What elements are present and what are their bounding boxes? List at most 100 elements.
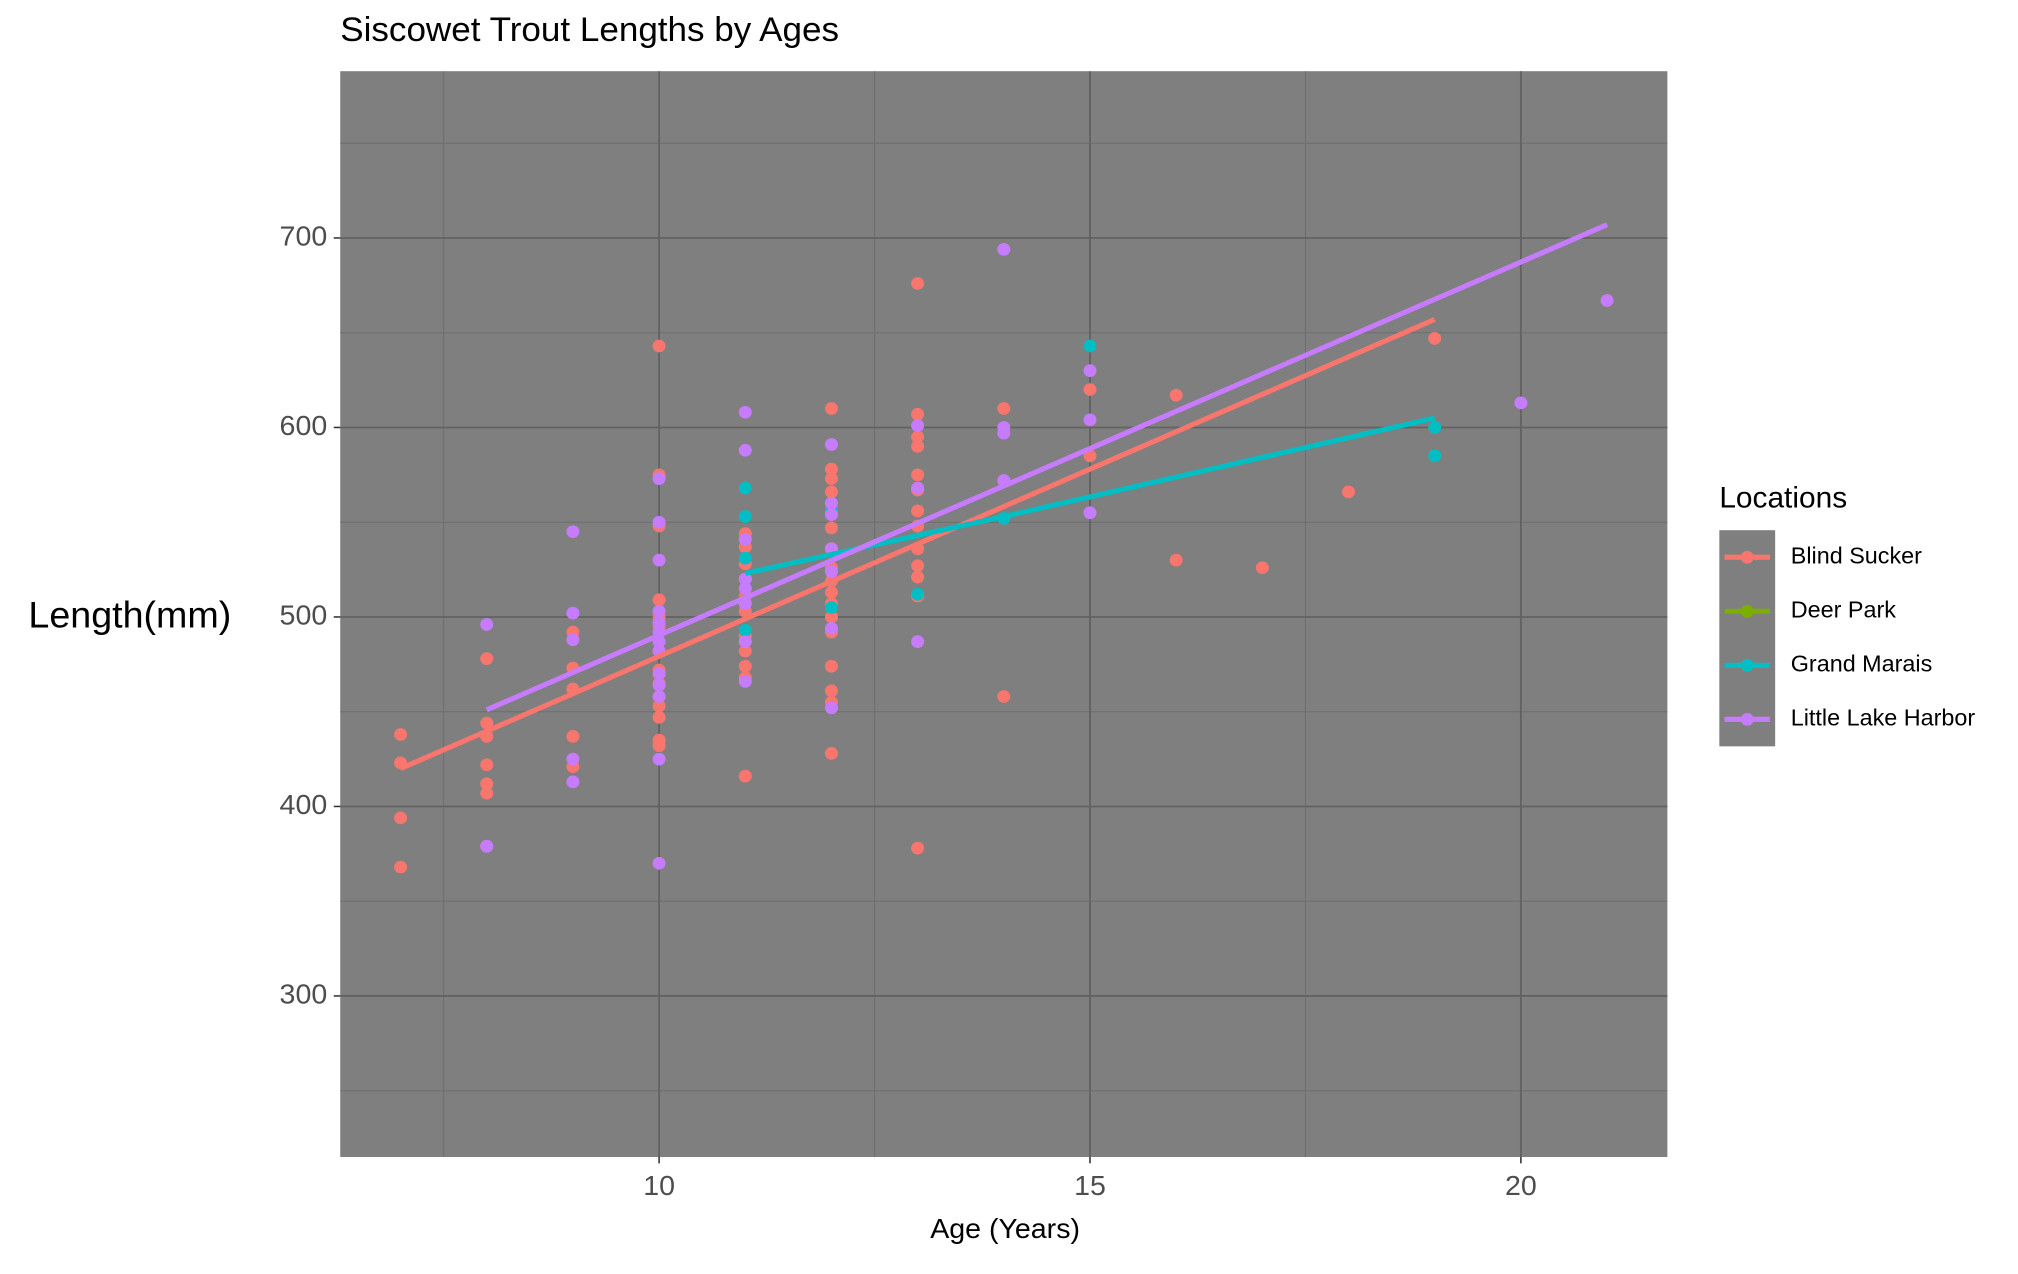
data-point (824, 659, 838, 673)
data-point (738, 532, 752, 546)
data-point (911, 841, 925, 855)
data-point (824, 585, 838, 599)
data-point (824, 610, 838, 624)
y-tick-label: 500 (280, 599, 328, 631)
data-point (824, 701, 838, 715)
data-point (1342, 485, 1356, 499)
data-point (824, 496, 838, 510)
data-point (1083, 413, 1097, 427)
data-point (652, 593, 666, 607)
data-point (480, 786, 494, 800)
x-tick-label: 10 (643, 1169, 675, 1201)
data-point (394, 811, 408, 825)
data-point (911, 635, 925, 648)
data-point (911, 570, 925, 584)
data-point (824, 508, 838, 521)
data-point (1428, 421, 1442, 434)
data-point (652, 752, 666, 766)
data-point (911, 277, 925, 290)
data-point (738, 675, 752, 688)
legend-marker (1740, 712, 1754, 726)
data-point (566, 729, 580, 743)
legend-marker (1740, 604, 1754, 618)
fit-line (744, 415, 1436, 576)
data-point (652, 339, 666, 353)
data-point (652, 856, 666, 870)
data-point (738, 623, 752, 637)
data-point (1083, 339, 1097, 353)
data-point (738, 510, 752, 523)
y-tick-label: 300 (280, 978, 328, 1010)
plot-background (340, 71, 1668, 1158)
data-point (911, 430, 925, 444)
data-point (480, 652, 494, 666)
data-point (480, 758, 494, 772)
data-point (738, 635, 752, 648)
data-point (652, 678, 666, 692)
y-tick-label: 600 (280, 409, 328, 441)
data-point (911, 440, 925, 453)
data-point (911, 504, 925, 518)
x-tick-label: 15 (1074, 1169, 1106, 1201)
data-point (824, 684, 838, 698)
data-point (652, 553, 666, 567)
data-point (824, 485, 838, 499)
data-point (1169, 553, 1183, 567)
data-point (1514, 396, 1528, 410)
fit-line (399, 317, 1436, 771)
data-point (652, 616, 666, 629)
legend-marker (1740, 550, 1754, 564)
data-point (1083, 364, 1097, 377)
data-point (1169, 388, 1183, 402)
legend-label: Blind Sucker (1791, 542, 1922, 568)
data-point (1255, 561, 1269, 575)
data-point (824, 621, 838, 635)
data-point (997, 426, 1011, 440)
data-point (394, 728, 408, 741)
data-point (824, 438, 838, 451)
data-point (738, 443, 752, 457)
data-point (480, 839, 494, 853)
data-point (738, 769, 752, 783)
data-point (480, 618, 494, 631)
data-point (652, 472, 666, 485)
data-point (824, 462, 838, 476)
data-point (738, 551, 752, 565)
data-point (1600, 294, 1614, 307)
data-point (738, 481, 752, 495)
legend-key-background (1719, 530, 1776, 747)
data-point (652, 667, 666, 681)
data-point (1083, 383, 1097, 396)
data-point (738, 405, 752, 419)
legend-label: Grand Marais (1791, 651, 1933, 677)
data-point (911, 587, 925, 601)
data-point (1083, 506, 1097, 520)
data-point (566, 752, 580, 766)
data-point (824, 521, 838, 535)
data-point (1428, 332, 1442, 345)
data-point (911, 407, 925, 421)
data-point (911, 419, 925, 432)
data-point (911, 559, 925, 573)
legend-title: Locations (1719, 482, 1847, 515)
data-point (652, 739, 666, 753)
data-point (997, 402, 1011, 415)
data-point (911, 468, 925, 482)
data-point (652, 515, 666, 529)
data-point (738, 582, 752, 595)
data-point (824, 402, 838, 415)
data-point (652, 711, 666, 724)
data-point (738, 659, 752, 673)
data-point (1428, 449, 1442, 463)
data-point (652, 604, 666, 618)
data-point (738, 644, 752, 658)
data-point (652, 699, 666, 713)
legend-label: Deer Park (1791, 597, 1897, 623)
fit-line (485, 222, 1609, 713)
legend-label: Little Lake Harbor (1791, 705, 1976, 731)
data-point (652, 690, 666, 703)
x-axis-label: Age (Years) (930, 1212, 1080, 1244)
data-point (824, 565, 838, 578)
data-point (566, 525, 580, 539)
